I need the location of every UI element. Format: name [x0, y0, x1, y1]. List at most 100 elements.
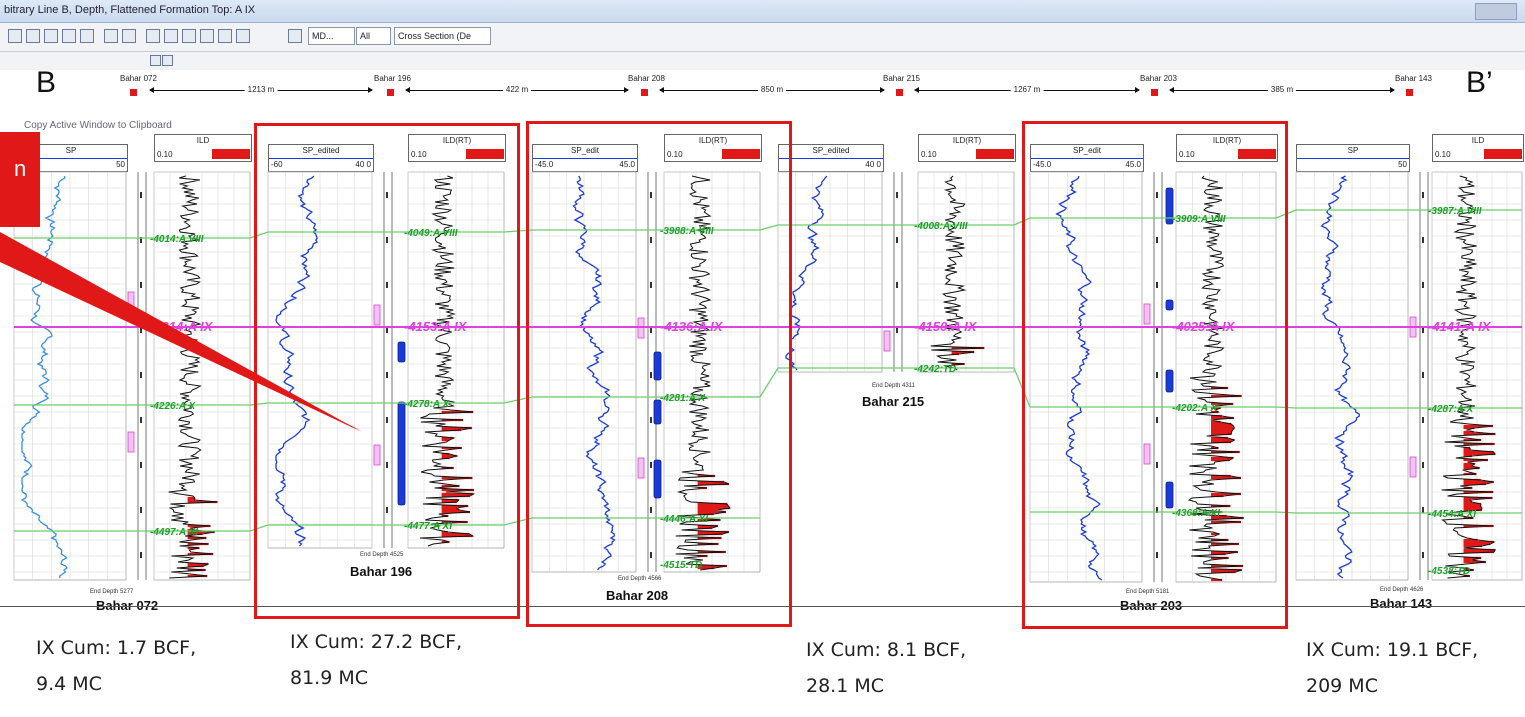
correlation-line[interactable] — [249, 402, 269, 406]
well-log-panel[interactable] — [13, 171, 251, 581]
add-well-icon[interactable] — [146, 29, 160, 43]
tops-icon[interactable] — [164, 29, 178, 43]
formation-top-label: -3987:A VIII — [1428, 206, 1482, 217]
print-icon[interactable] — [218, 29, 232, 43]
zone-tag[interactable] — [1143, 303, 1151, 325]
well-log-panel[interactable] — [777, 171, 1015, 373]
ild-curve — [419, 175, 476, 547]
zone-tag[interactable] — [127, 431, 135, 453]
depth-mode-select[interactable]: MD... — [308, 27, 355, 45]
well-marker[interactable] — [1151, 89, 1158, 96]
track-header-ild[interactable]: ILD(RT) 0.10 — [918, 134, 1016, 162]
well-marker[interactable] — [641, 89, 648, 96]
correlation-line[interactable] — [249, 231, 269, 239]
well-spacing: 1213 m — [149, 85, 373, 94]
track-header-sp[interactable]: SP_edit -45.0 45.0 — [532, 144, 638, 172]
panel-bottom-border — [0, 606, 1525, 607]
callout-box: n — [0, 132, 40, 227]
window-controls[interactable] — [1475, 3, 1517, 20]
well-log-panel[interactable] — [1029, 171, 1277, 583]
spacing-label: 1213 m — [244, 85, 278, 94]
well-marker[interactable] — [130, 89, 137, 96]
zone-tag[interactable] — [1409, 456, 1417, 478]
formation-top-label: -4515:TD — [660, 560, 702, 571]
zone-tag[interactable] — [373, 444, 381, 466]
perforation-marker[interactable] — [653, 351, 662, 381]
well-spacing: 422 m — [405, 85, 629, 94]
formation-top-label: -4242:TD — [914, 364, 956, 375]
well-marker[interactable] — [387, 89, 394, 96]
ild-curve — [930, 175, 985, 371]
formation-top-label: -4368:A XI — [1172, 508, 1220, 519]
perforation-marker[interactable] — [1165, 299, 1174, 311]
filter-select[interactable]: All — [356, 27, 391, 45]
color-icon[interactable] — [200, 29, 214, 43]
perforation-marker[interactable] — [397, 401, 406, 506]
track-header-ild[interactable]: ILD 0.10 — [1432, 134, 1524, 162]
track-header-ild[interactable]: ILD(RT) 0.10 — [664, 134, 762, 162]
well-name: Bahar 203 — [1120, 598, 1183, 613]
track-header-sp[interactable]: SP_edit -45.0 45.0 — [1030, 144, 1144, 172]
track-header-ild[interactable]: ILD(RT) 0.10 — [1176, 134, 1278, 162]
well-spacing: 850 m — [659, 85, 885, 94]
folder-icon[interactable] — [150, 55, 161, 66]
formation-top-label: -4141:A IX — [1428, 319, 1492, 334]
track-header-sp[interactable]: SP_edited 40 0 — [778, 144, 884, 172]
well-marker[interactable] — [896, 89, 903, 96]
disk-icon[interactable] — [162, 55, 173, 66]
formation-top-label: -4287:A X — [1428, 404, 1475, 415]
grid-icon[interactable] — [104, 29, 118, 43]
search-icon[interactable] — [80, 29, 94, 43]
perforation-marker[interactable] — [1165, 481, 1174, 509]
settings-icon[interactable] — [288, 29, 302, 43]
view-select[interactable]: Cross Section (De — [394, 27, 491, 45]
end-depth-label: End Depth 4311 — [872, 383, 915, 389]
save-icon[interactable] — [236, 29, 250, 43]
window-title: bitrary Line B, Depth, Flattened Formati… — [4, 4, 256, 16]
spacing-label: 422 m — [502, 85, 532, 94]
perforation-marker[interactable] — [397, 341, 406, 363]
well-spacing: 385 m — [1169, 85, 1395, 94]
correlation-line[interactable] — [759, 367, 779, 398]
track-header-ild[interactable]: ILD(RT) 0.10 — [408, 134, 506, 162]
perforation-marker[interactable] — [1165, 187, 1174, 225]
zone-tag[interactable] — [883, 330, 891, 352]
select-icon[interactable] — [62, 29, 76, 43]
pointer-arrow-body — [0, 232, 362, 432]
context-hint[interactable]: Copy Active Window to Clipboard — [24, 120, 172, 131]
highlight-box-bahar-196 — [254, 123, 520, 619]
zoom-out-icon[interactable] — [44, 29, 58, 43]
track-header-ild[interactable]: ILD 0.10 — [154, 134, 252, 162]
ild-curve — [1187, 175, 1244, 581]
correlation-line[interactable] — [759, 224, 779, 231]
formation-top-label: -4538:TD — [1428, 566, 1470, 577]
end-depth-label: End Depth 4566 — [618, 576, 662, 582]
zone-tag[interactable] — [373, 304, 381, 326]
pan-icon[interactable] — [8, 29, 22, 43]
well-head-label: Bahar 072 — [120, 74, 157, 83]
spacing-label: 850 m — [757, 85, 787, 94]
zone-tag[interactable] — [637, 457, 645, 479]
perforation-marker[interactable] — [653, 459, 662, 499]
formation-top-label: -4025:A IX — [1172, 319, 1236, 334]
well-log-panel[interactable] — [1295, 171, 1523, 581]
layout-icon[interactable] — [122, 29, 136, 43]
perforation-marker[interactable] — [1165, 369, 1174, 393]
section-label-left: B — [36, 66, 57, 99]
perforation-marker[interactable] — [653, 399, 662, 425]
well-marker[interactable] — [1406, 89, 1413, 96]
chart-icon[interactable] — [182, 29, 196, 43]
toolbar: MD... All Cross Section (De — [0, 23, 1525, 52]
formation-top-label: -4281:A X — [660, 393, 707, 404]
well-log-panel[interactable] — [531, 171, 761, 573]
formation-top-label: -4278:A X — [404, 399, 451, 410]
correlation-line[interactable] — [249, 524, 269, 532]
formation-top-label: -4014:A VIII — [150, 234, 204, 245]
zoom-in-icon[interactable] — [26, 29, 40, 43]
well-log-panel[interactable] — [267, 171, 505, 549]
track-header-sp[interactable]: SP 50 — [1296, 144, 1410, 172]
zone-tag[interactable] — [1143, 443, 1151, 465]
track-header-sp[interactable]: SP_edited -60 40 0 — [268, 144, 374, 172]
spacing-label: 1267 m — [1010, 85, 1044, 94]
